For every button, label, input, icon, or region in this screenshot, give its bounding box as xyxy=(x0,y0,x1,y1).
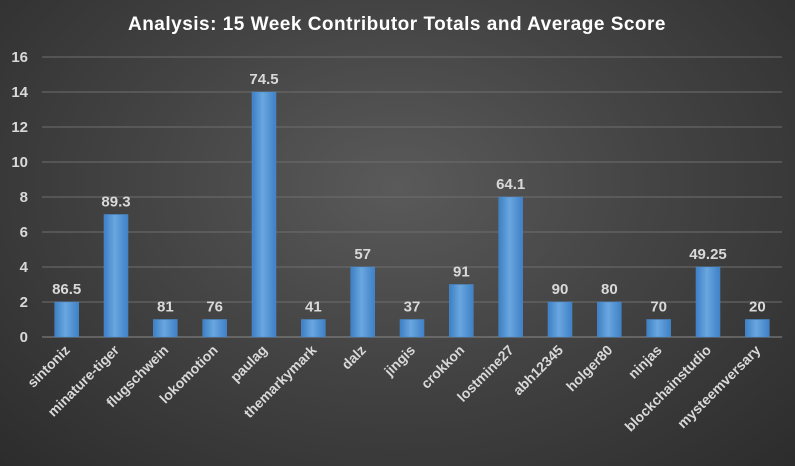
x-tick-label: holger80 xyxy=(563,342,616,395)
bar-holger80 xyxy=(597,301,622,338)
bar-dalz xyxy=(350,266,375,338)
x-axis-ticks: sintonizminature-tigerflugschweinlokomot… xyxy=(24,341,764,434)
y-tick-label: 0 xyxy=(20,329,28,346)
x-tick-label: jingis xyxy=(380,342,418,380)
y-tick-label: 16 xyxy=(11,49,28,66)
data-label: 91 xyxy=(453,264,470,281)
data-label: 86.5 xyxy=(52,281,81,298)
bar-themarkymark xyxy=(301,319,326,338)
bars xyxy=(54,91,770,338)
y-tick-label: 14 xyxy=(11,84,28,101)
y-tick-label: 8 xyxy=(20,189,28,206)
bar-mysteemversary xyxy=(745,319,770,338)
data-label: 81 xyxy=(157,299,174,316)
y-tick-label: 12 xyxy=(11,119,28,136)
x-tick-label: dalz xyxy=(338,342,369,373)
bar-flugschwein xyxy=(153,319,178,338)
x-tick-label: crokkon xyxy=(418,342,468,392)
bar-crokkon xyxy=(449,284,474,338)
data-label: 74.5 xyxy=(249,71,278,88)
data-label: 76 xyxy=(206,299,223,316)
y-tick-label: 2 xyxy=(20,294,28,311)
data-label: 37 xyxy=(404,299,421,316)
bar-lokomotion xyxy=(202,319,227,338)
data-label: 64.1 xyxy=(496,176,525,193)
data-label: 57 xyxy=(354,246,371,263)
data-label: 20 xyxy=(749,299,766,316)
bar-blockchainstudio xyxy=(695,266,721,338)
gridlines xyxy=(42,56,782,338)
data-label: 49.25 xyxy=(689,246,727,263)
data-label: 70 xyxy=(650,299,667,316)
bar-minature-tiger xyxy=(103,214,129,338)
bar-jingis xyxy=(399,319,425,338)
x-tick-label: mysteemversary xyxy=(674,342,764,432)
chart-title: Analysis: 15 Week Contributor Totals and… xyxy=(128,14,666,35)
x-tick-label: abh12345 xyxy=(510,342,567,399)
bar-paulag xyxy=(251,91,277,338)
bar-ninjas xyxy=(646,319,671,338)
y-tick-label: 10 xyxy=(11,154,28,171)
y-tick-label: 6 xyxy=(20,224,28,241)
x-tick-label: paulag xyxy=(227,342,270,385)
data-labels: 86.5 89.3 81 76 74.5 41 57 37 91 64.1 90 80 70 49.25 2… xyxy=(52,71,766,316)
y-axis-ticks: 0 2 4 6 8 10 12 14 16 xyxy=(11,49,28,346)
x-tick-label: ninjas xyxy=(625,342,665,382)
data-label: 41 xyxy=(305,299,322,316)
data-label: 89.3 xyxy=(101,194,130,211)
y-tick-label: 4 xyxy=(20,259,29,276)
data-label: 80 xyxy=(601,281,618,298)
bar-lostmine27 xyxy=(498,196,523,338)
x-tick-label: blockchainstudio xyxy=(621,342,714,435)
bar-sintoniz xyxy=(54,301,79,338)
x-tick-label: sintoniz xyxy=(24,342,73,391)
data-label: 90 xyxy=(552,281,569,298)
bar-abh12345 xyxy=(547,301,573,338)
